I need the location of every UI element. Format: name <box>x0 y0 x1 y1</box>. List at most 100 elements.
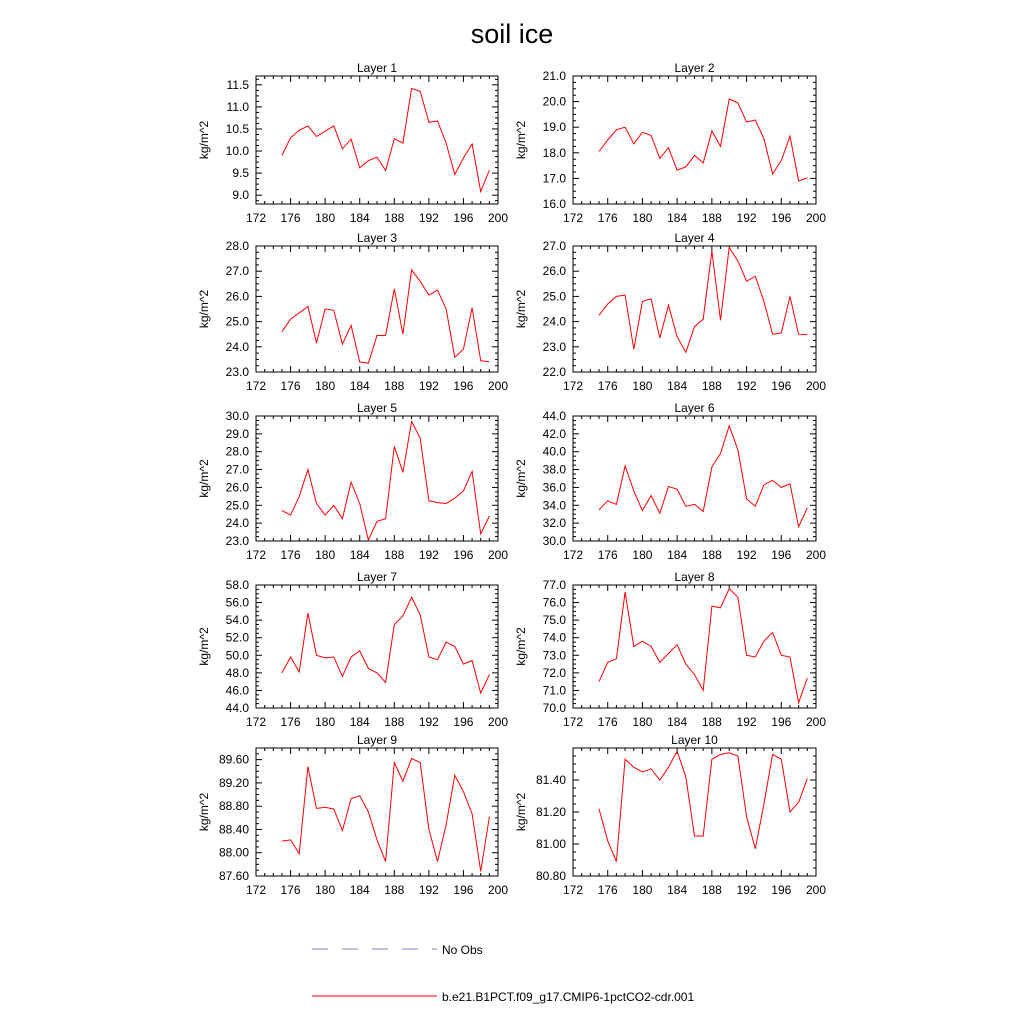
x-tick-label: 196 <box>453 211 473 225</box>
y-tick-label: 27.0 <box>226 264 250 278</box>
x-tick-label: 192 <box>419 548 439 562</box>
legend-label-no-obs: No Obs <box>442 943 483 957</box>
x-tick-label: 184 <box>667 715 687 729</box>
x-tick-label: 196 <box>453 883 473 897</box>
x-tick-label: 172 <box>246 883 266 897</box>
y-tick-label: 29.0 <box>226 427 250 441</box>
y-axis-label: kg/m^2 <box>514 290 528 329</box>
y-axis-label: kg/m^2 <box>197 459 211 498</box>
y-tick-label: 88.00 <box>219 846 249 860</box>
x-tick-label: 180 <box>632 715 652 729</box>
y-tick-label: 11.0 <box>227 100 250 114</box>
y-tick-label: 81.00 <box>536 837 566 851</box>
x-tick-label: 188 <box>384 715 404 729</box>
panel-title: Layer 3 <box>357 231 397 245</box>
y-tick-label: 87.60 <box>219 869 249 883</box>
y-tick-label: 56.0 <box>226 596 250 610</box>
x-tick-label: 188 <box>384 211 404 225</box>
y-tick-label: 32.0 <box>543 516 567 530</box>
x-tick-label: 172 <box>246 715 266 729</box>
x-tick-label: 176 <box>598 715 618 729</box>
x-tick-label: 200 <box>806 211 826 225</box>
y-axis-label: kg/m^2 <box>197 290 211 329</box>
x-tick-label: 176 <box>598 379 618 393</box>
x-tick-label: 172 <box>563 715 583 729</box>
y-tick-label: 34.0 <box>543 498 567 512</box>
y-tick-label: 88.40 <box>219 822 249 836</box>
y-tick-label: 40.0 <box>543 445 567 459</box>
plot-frame <box>572 245 817 373</box>
x-tick-label: 180 <box>632 211 652 225</box>
y-tick-label: 73.0 <box>543 648 567 662</box>
y-tick-label: 28.0 <box>226 445 250 459</box>
x-tick-label: 196 <box>453 379 473 393</box>
x-tick-label: 188 <box>702 379 722 393</box>
x-tick-label: 180 <box>632 379 652 393</box>
x-tick-label: 188 <box>702 548 722 562</box>
x-tick-label: 188 <box>702 883 722 897</box>
y-tick-label: 28.0 <box>226 239 250 253</box>
x-tick-label: 184 <box>350 379 370 393</box>
x-tick-label: 200 <box>488 211 508 225</box>
y-tick-label: 48.0 <box>226 666 250 680</box>
x-tick-label: 172 <box>563 883 583 897</box>
y-tick-label: 44.0 <box>543 409 567 423</box>
x-tick-label: 176 <box>281 548 301 562</box>
plot-frame <box>572 584 817 709</box>
x-tick-label: 200 <box>488 883 508 897</box>
x-tick-label: 196 <box>771 379 791 393</box>
y-tick-label: 89.60 <box>219 753 249 767</box>
y-tick-label: 77.0 <box>543 578 567 592</box>
x-tick-label: 192 <box>737 883 757 897</box>
series-line <box>598 749 808 862</box>
x-tick-label: 184 <box>667 883 687 897</box>
y-tick-label: 25.0 <box>226 315 250 329</box>
figure-title: soil ice <box>471 19 554 49</box>
x-tick-label: 184 <box>667 548 687 562</box>
series-line <box>598 98 808 182</box>
y-tick-label: 80.80 <box>536 869 566 883</box>
x-tick-label: 200 <box>488 715 508 729</box>
y-tick-label: 27.0 <box>226 463 250 477</box>
plot-frame <box>255 747 499 877</box>
y-tick-label: 25.0 <box>226 498 250 512</box>
y-tick-label: 81.20 <box>536 805 566 819</box>
series-line <box>598 245 808 354</box>
y-axis-label: kg/m^2 <box>197 627 211 666</box>
panel-title: Layer 2 <box>674 61 714 75</box>
y-tick-label: 88.80 <box>219 799 249 813</box>
legend: No Obs b.e21.B1PCT.f09_g17.CMIP6-1pctCO2… <box>312 943 694 1004</box>
series-line <box>598 587 808 705</box>
x-tick-label: 184 <box>350 883 370 897</box>
x-tick-label: 172 <box>563 548 583 562</box>
x-tick-label: 200 <box>806 883 826 897</box>
x-tick-label: 176 <box>598 548 618 562</box>
y-tick-label: 16.0 <box>543 197 567 211</box>
x-tick-label: 188 <box>702 715 722 729</box>
y-tick-label: 30.0 <box>543 534 567 548</box>
panel-title: Layer 8 <box>674 570 714 584</box>
x-tick-label: 180 <box>315 883 335 897</box>
x-tick-label: 172 <box>246 548 266 562</box>
panel-layer-3: Layer 3 172 176 180 184 188 192 196 200 23.0 24.0 2… <box>197 231 508 393</box>
x-tick-label: 192 <box>419 379 439 393</box>
x-tick-label: 184 <box>350 211 370 225</box>
panel-title: Layer 4 <box>674 231 714 245</box>
plot-frame <box>572 415 817 542</box>
y-tick-label: 10.0 <box>226 144 250 158</box>
y-axis-label: kg/m^2 <box>514 627 528 666</box>
x-tick-label: 192 <box>419 715 439 729</box>
y-tick-label: 23.0 <box>226 365 250 379</box>
x-tick-label: 176 <box>281 379 301 393</box>
x-tick-label: 180 <box>315 715 335 729</box>
x-tick-label: 180 <box>315 548 335 562</box>
y-tick-label: 81.40 <box>536 773 566 787</box>
plot-frame <box>572 747 817 877</box>
series-line <box>281 596 490 695</box>
y-tick-label: 19.0 <box>543 120 567 134</box>
plot-frame <box>255 584 499 709</box>
x-tick-label: 176 <box>281 211 301 225</box>
panel-title: Layer 10 <box>671 733 718 747</box>
y-tick-label: 26.0 <box>543 264 567 278</box>
y-tick-label: 76.0 <box>543 596 567 610</box>
